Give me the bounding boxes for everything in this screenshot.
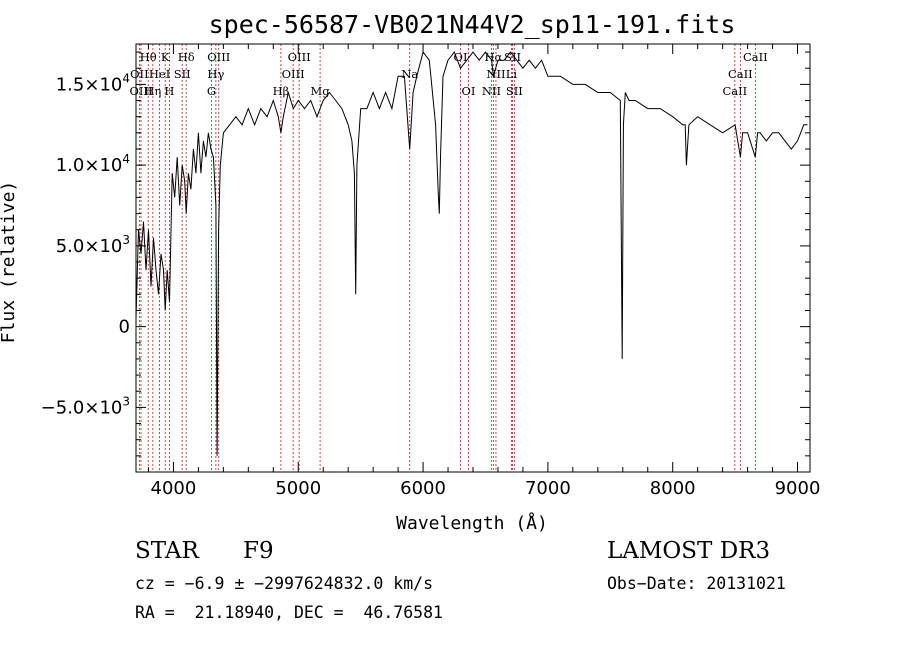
redshift-velocity: cz = −6.9 ± −2997624832.0 km/s	[135, 574, 434, 593]
line-label: CaII	[722, 84, 747, 98]
x-tick-label: 8000	[650, 478, 696, 499]
line-label: OI	[462, 84, 476, 98]
x-tick-label: 6000	[400, 478, 446, 499]
x-tick-label: 5000	[275, 478, 321, 499]
y-tick-label: −5.0×103	[41, 394, 130, 418]
line-label: Hη	[144, 84, 161, 98]
line-label: K	[161, 50, 170, 64]
line-label: Na	[401, 67, 418, 81]
y-tick-label: 1.5×104	[56, 71, 130, 95]
y-tick-label: 5.0×103	[56, 233, 130, 257]
line-label: G	[207, 84, 216, 98]
x-tick-label: 7000	[525, 478, 571, 499]
line-label: OIII	[282, 67, 305, 81]
y-axis: −5.0×103 0 5.0×103 1.0×104 1.5×104	[41, 51, 810, 457]
x-axis-label: Wavelength (Å)	[396, 512, 548, 534]
line-label: Hα	[484, 50, 502, 64]
y-tick-label: 0	[119, 317, 130, 338]
plot-frame	[135, 43, 811, 473]
line-label: OIII	[288, 50, 311, 64]
chart-title: spec-56587-VB021N44V2_sp11-191.fits	[209, 10, 736, 39]
line-markers	[138, 44, 756, 472]
y-tick-label: 1.0×104	[56, 152, 130, 176]
survey-label: LAMOST DR3	[607, 538, 771, 564]
line-label: Hγ	[207, 67, 224, 81]
x-tick-label: 9000	[775, 478, 821, 499]
x-axis: 4000 5000 6000 7000 8000 9000	[147, 44, 821, 499]
line-label: H	[164, 84, 174, 98]
line-label: OIII	[207, 50, 230, 64]
line-label: SII	[174, 67, 191, 81]
line-label: HeI	[149, 67, 170, 81]
line-label: Li	[506, 67, 518, 81]
line-label: Mg	[311, 84, 331, 98]
line-label: OIII	[129, 84, 152, 98]
line-label: NII	[486, 67, 505, 81]
line-label: SII	[506, 84, 523, 98]
sky-coordinates: RA = 21.18940, DEC = 46.76581	[135, 603, 443, 622]
line-label: Hδ	[178, 50, 195, 64]
line-label: NII	[482, 84, 501, 98]
spectrum-series-line	[135, 50, 808, 456]
line-label: CaII	[728, 67, 753, 81]
line-label: OII	[130, 67, 149, 81]
x-tick-label: 4000	[151, 478, 197, 499]
object-class-label: STAR	[135, 538, 199, 564]
line-label: Hβ	[273, 84, 290, 98]
observation-date: Obs−Date: 20131021	[607, 574, 786, 593]
line-label: Hθ	[140, 50, 157, 64]
spectral-subclass: F9	[243, 538, 274, 564]
line-label: CaII	[743, 50, 768, 64]
y-axis-label: Flux (relative)	[0, 181, 19, 344]
